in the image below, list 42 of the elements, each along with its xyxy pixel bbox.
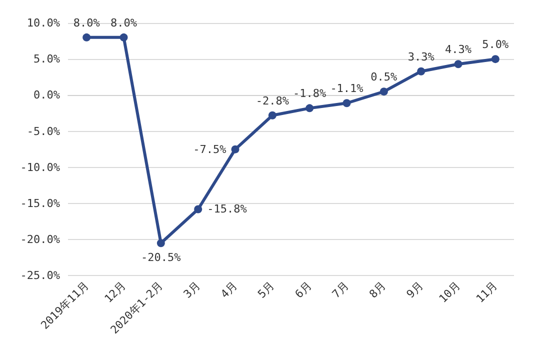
x-tick-label: 4月 (218, 279, 240, 301)
y-tick-label: 10.0% (26, 16, 60, 30)
y-tick-label: 5.0% (34, 52, 60, 66)
point (120, 33, 128, 42)
y-tick-label: -15.0% (20, 196, 60, 210)
point (380, 88, 388, 96)
y-tick-label: -20.0% (20, 233, 60, 246)
data-label: -15.8% (207, 202, 248, 216)
y-tick-label: -25.0% (20, 269, 60, 282)
y-tick-label: -5.0% (26, 124, 60, 138)
point (342, 99, 351, 108)
point (417, 67, 426, 76)
data-label: 0.5% (370, 70, 398, 84)
x-tick-label: 5月 (255, 279, 278, 301)
x-tick-label: 10月 (436, 279, 463, 306)
point (454, 60, 462, 68)
point (194, 205, 202, 214)
x-tick-label: 3月 (181, 279, 203, 301)
y-tick-label: 0.0% (34, 88, 60, 102)
data-label: 8.0% (110, 16, 138, 30)
data-label: -1.1% (330, 82, 364, 96)
x-tick-label: 6月 (292, 279, 314, 301)
point (231, 145, 240, 154)
data-label: -1.8% (293, 87, 327, 100)
data-label: -7.5% (193, 142, 227, 156)
point (156, 239, 165, 248)
data-label: -2.8% (256, 94, 290, 108)
x-tick-label: 7月 (330, 279, 352, 301)
x-tick-label: 12月 (102, 279, 128, 306)
data-label: 8.0% (73, 16, 100, 30)
point (306, 104, 314, 112)
point (491, 55, 500, 64)
x-tick-label: 8月 (366, 279, 389, 301)
y-tick-label: -10.0% (20, 160, 60, 174)
point (82, 33, 91, 42)
point (268, 111, 276, 120)
data-label: -20.5% (141, 251, 182, 264)
data-label: 4.3% (445, 43, 472, 56)
data-label: 3.3% (408, 50, 435, 64)
data-label: 5.0% (482, 38, 510, 52)
x-tick-label: 11月 (474, 279, 500, 306)
x-tick-label: 9月 (404, 279, 426, 301)
